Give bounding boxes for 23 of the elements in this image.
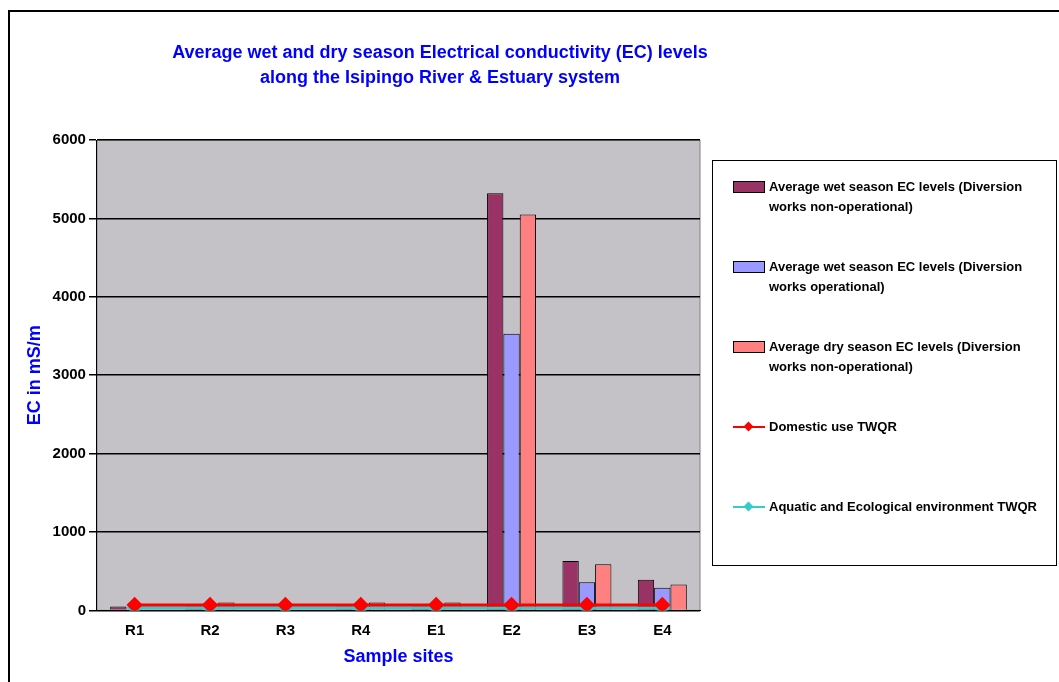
y-tick-label: 0 [77, 600, 86, 618]
x-tick-label: R3 [275, 620, 296, 638]
x-axis-title: Sample sites [343, 646, 454, 667]
y-tick-label: 1000 [52, 522, 86, 540]
y-tick-label: 6000 [52, 130, 86, 148]
chart-title: Average wet and dry season Electrical conductivity (EC) levels along the Isipingo River & Estuary system [171, 41, 709, 89]
y-tick-label: 2000 [52, 443, 86, 461]
legend-label: Average wet season EC levels (Diversion works operational) [769, 258, 1024, 296]
x-tick-label: R1 [125, 620, 145, 638]
x-tick-label: E3 [577, 620, 597, 638]
y-tick-label: 3000 [52, 365, 86, 383]
x-tick-label: R4 [351, 620, 372, 638]
legend-label: Aquatic and Ecological environment TWQR [769, 498, 1037, 516]
legend-label: Average dry season EC levels (Diversion works non-operational) [769, 338, 1022, 376]
x-tick-label: E4 [653, 620, 673, 638]
y-tick-label: 4000 [52, 286, 86, 304]
legend-label: Average wet season EC levels (Diversion works non-operational) [769, 178, 1024, 216]
x-tick-label: E2 [502, 620, 521, 638]
y-tick-label: 5000 [52, 208, 86, 226]
legend-label: Domestic use TWQR [769, 418, 897, 436]
x-tick-label: E1 [426, 620, 446, 638]
x-tick-label: R2 [200, 620, 220, 638]
y-axis-title: EC in mS/m [23, 325, 44, 426]
